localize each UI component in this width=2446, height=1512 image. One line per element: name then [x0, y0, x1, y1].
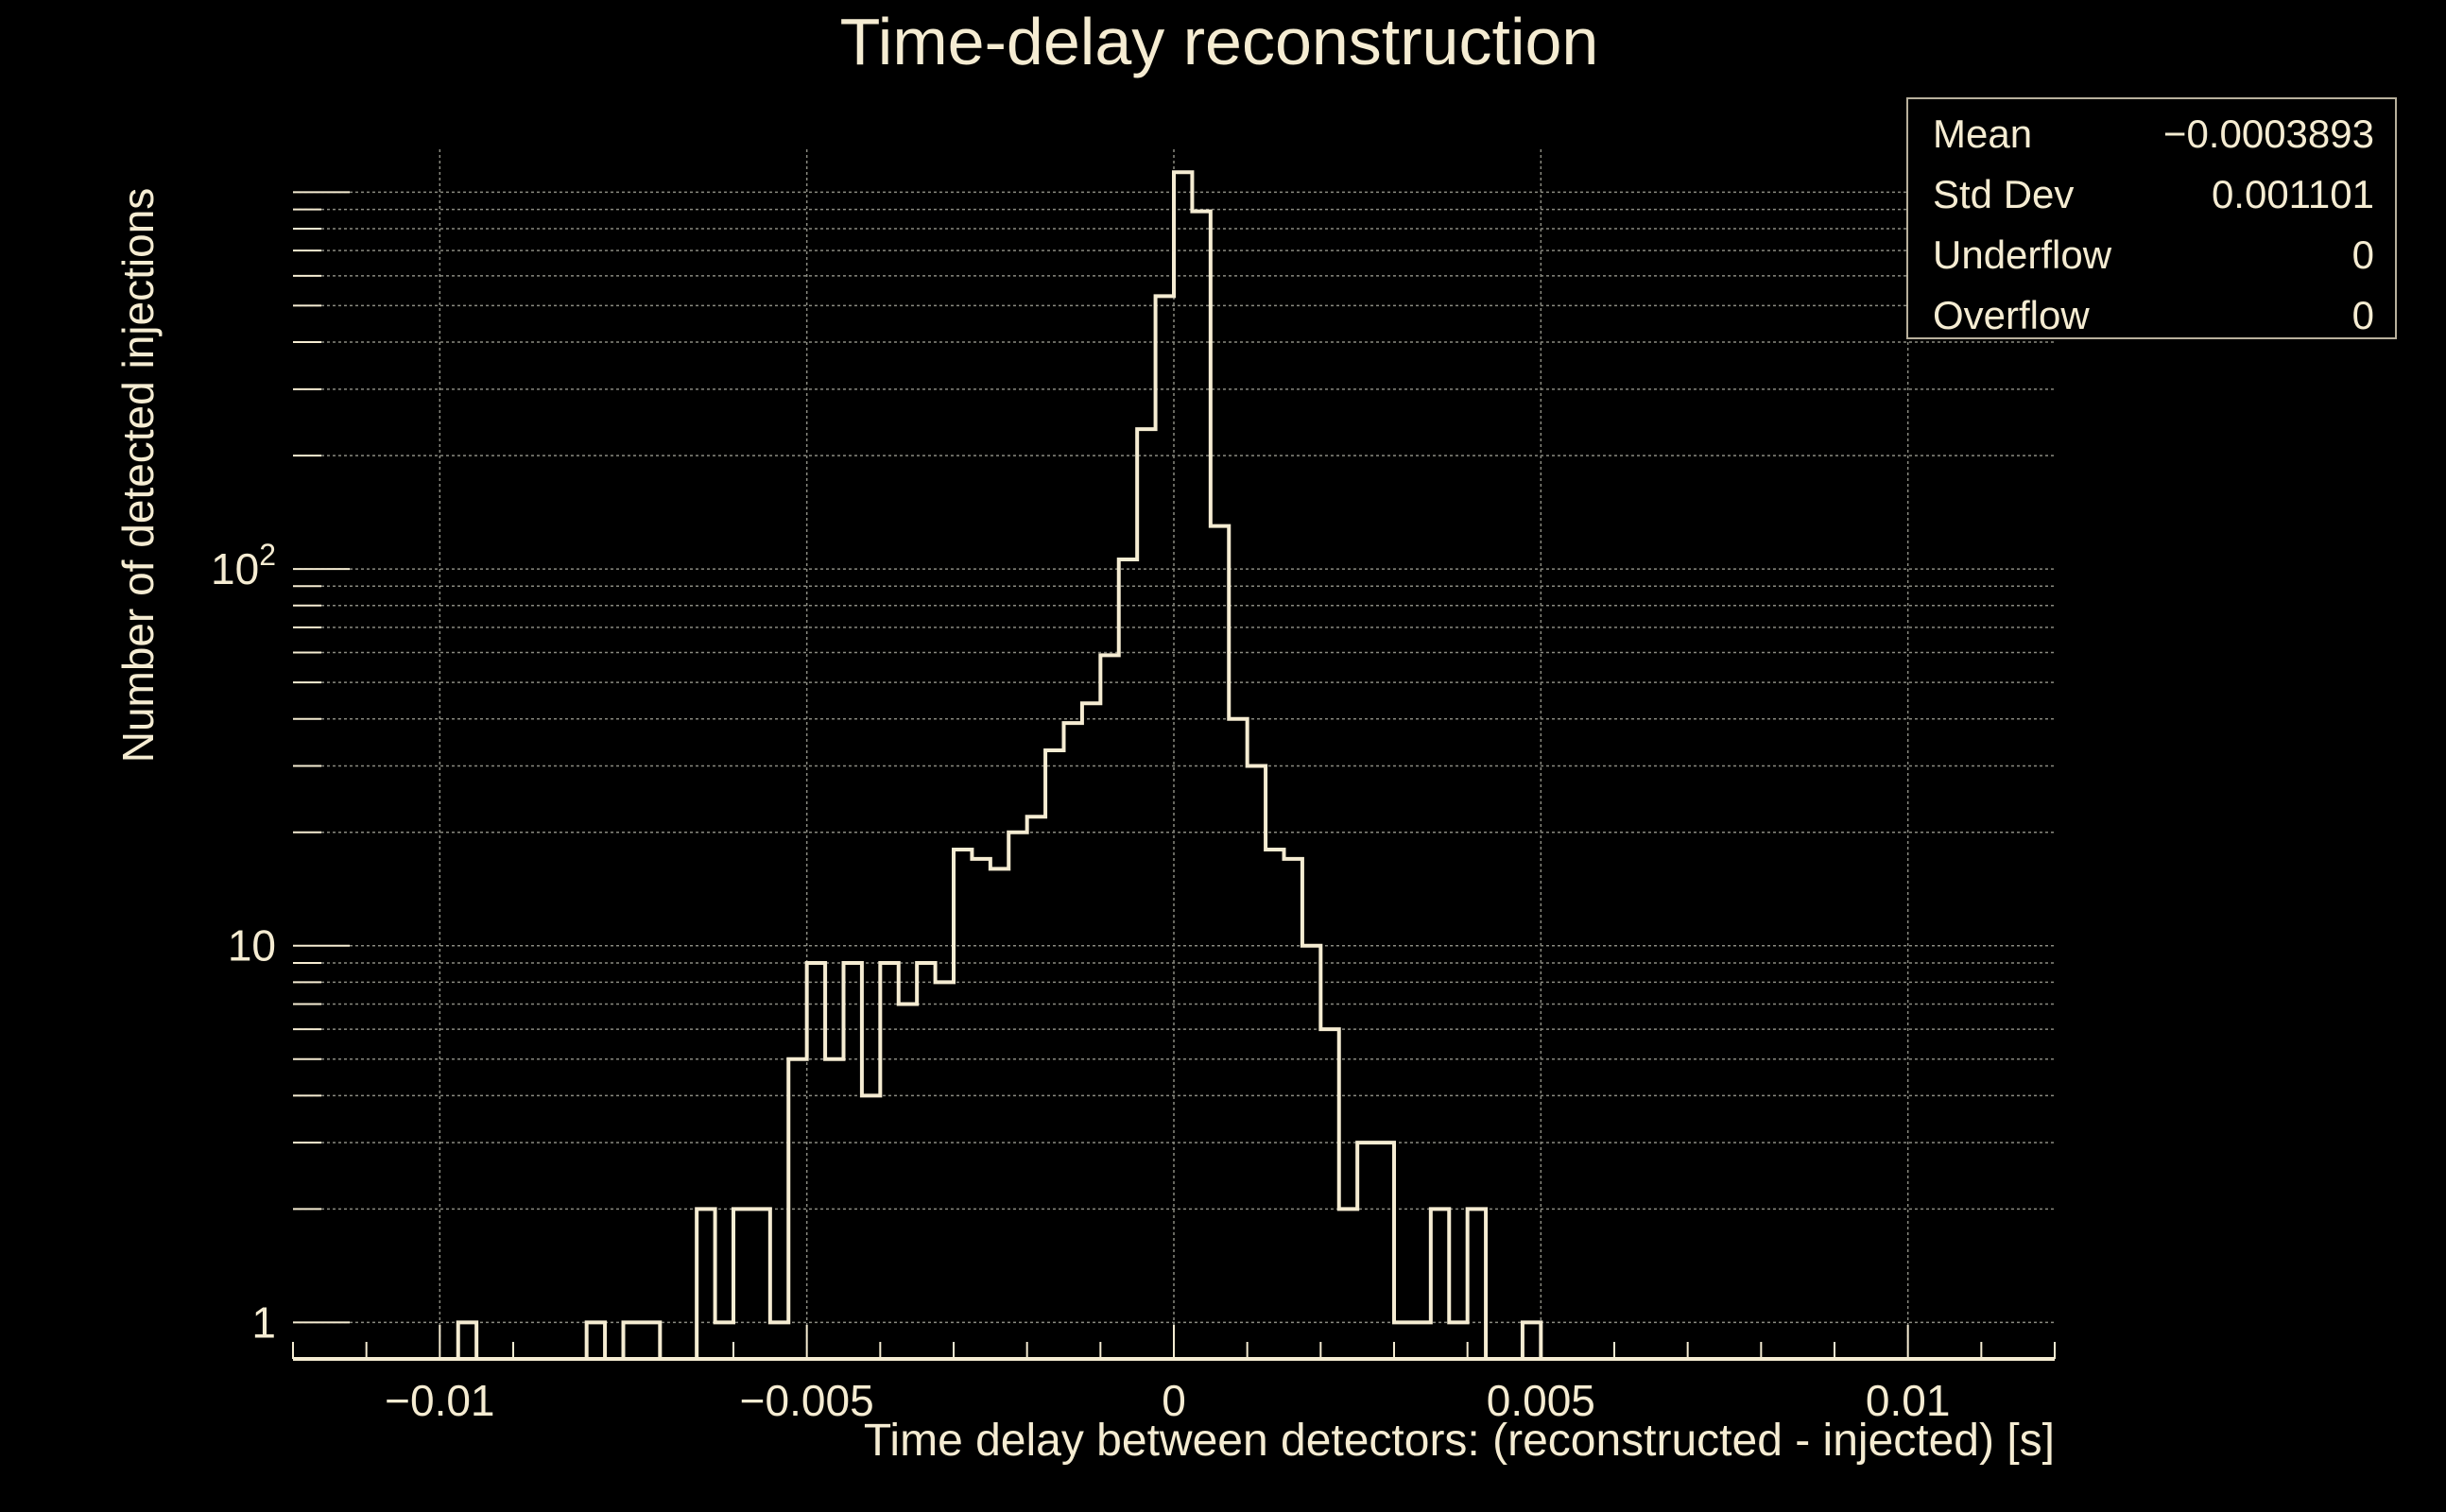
histogram-bin	[1376, 1143, 1394, 1359]
histogram-bin	[1412, 1322, 1430, 1359]
histogram-bin	[954, 850, 972, 1359]
stats-stddev-value: 0.001101	[2211, 172, 2374, 216]
x-tick-label: 0	[1162, 1376, 1186, 1425]
histogram-bin	[880, 963, 898, 1359]
stats-mean-value: −0.0003893	[2162, 112, 2374, 156]
x-tick-label: −0.01	[385, 1376, 494, 1425]
stats-overflow-value: 0	[2351, 293, 2374, 337]
x-axis-label: Time delay between detectors: (reconstru…	[864, 1416, 2055, 1466]
histogram-bin	[1449, 1322, 1467, 1359]
histogram-bin	[1357, 1143, 1375, 1359]
chart-title: Time-delay reconstruction	[840, 5, 1599, 78]
histogram-bin	[1008, 833, 1026, 1359]
histogram-bin	[990, 868, 1008, 1359]
histogram-bin	[1192, 212, 1210, 1359]
histogram-bin	[844, 963, 862, 1359]
histogram-bin	[587, 1322, 605, 1359]
histogram-bin	[917, 963, 935, 1359]
histogram-bin	[458, 1322, 476, 1359]
histogram-bin	[972, 859, 990, 1359]
histogram-bin	[770, 1322, 788, 1359]
histogram-bin	[899, 1004, 917, 1359]
stats-mean-label: Mean	[1933, 112, 2033, 156]
histogram-bin	[1248, 766, 1266, 1359]
histogram-bin	[1266, 850, 1283, 1359]
histogram-bin	[1100, 655, 1118, 1359]
histogram-bin	[697, 1209, 715, 1359]
stats-row-stddev: Std Dev 0.001101	[1933, 166, 2374, 223]
histogram-bin	[1339, 1209, 1357, 1359]
x-tick-label: 0.01	[1866, 1376, 1951, 1425]
histogram-bin	[1523, 1322, 1541, 1359]
histogram-bin	[624, 1322, 642, 1359]
histogram-bin	[1082, 703, 1100, 1359]
histogram-bin	[1284, 859, 1302, 1359]
y-tick-label: 1	[251, 1297, 276, 1347]
stats-row-overflow: Overflow 0	[1933, 287, 2374, 344]
stats-overflow-label: Overflow	[1933, 293, 2090, 337]
histogram-bin	[807, 963, 825, 1359]
histogram-bin	[1045, 750, 1063, 1359]
histogram-bin	[1119, 559, 1137, 1359]
y-tick-label: 102	[211, 538, 276, 593]
grid-lines	[293, 149, 2055, 1359]
histogram-bin	[1211, 526, 1229, 1359]
histogram-bin	[715, 1322, 733, 1359]
stats-row-underflow: Underflow 0	[1933, 227, 2374, 284]
histogram-bin	[751, 1209, 769, 1359]
histogram-bin	[1156, 296, 1174, 1359]
y-axis-label: Number of detected injections	[113, 188, 163, 764]
histogram-bin	[642, 1322, 660, 1359]
stats-underflow-label: Underflow	[1933, 232, 2112, 277]
histogram-bin	[1320, 1029, 1338, 1359]
y-tick-label: 10	[228, 921, 276, 971]
histogram-bin	[1229, 719, 1247, 1359]
histogram-bin	[1302, 946, 1320, 1359]
tick-labels: −0.01 −0.005 0 0.005 0.01 1 10 102	[211, 538, 1950, 1425]
stats-underflow-value: 0	[2351, 232, 2374, 277]
x-tick-label: −0.005	[740, 1376, 874, 1425]
histogram-bin	[1394, 1322, 1412, 1359]
stats-stddev-label: Std Dev	[1933, 172, 2075, 216]
axis-ticks	[292, 191, 2056, 1359]
histogram-bin	[733, 1209, 751, 1359]
stats-box: Mean −0.0003893 Std Dev 0.001101 Underfl…	[1906, 97, 2397, 339]
histogram-bin	[1468, 1209, 1486, 1359]
x-tick-label: 0.005	[1487, 1376, 1595, 1425]
histogram-bin	[862, 1095, 880, 1359]
histogram-bin	[1027, 816, 1045, 1359]
stats-row-mean: Mean −0.0003893	[1933, 106, 2374, 163]
histogram-bin	[1064, 723, 1082, 1359]
histogram-bin	[1431, 1209, 1449, 1359]
histogram-bin	[936, 982, 954, 1359]
